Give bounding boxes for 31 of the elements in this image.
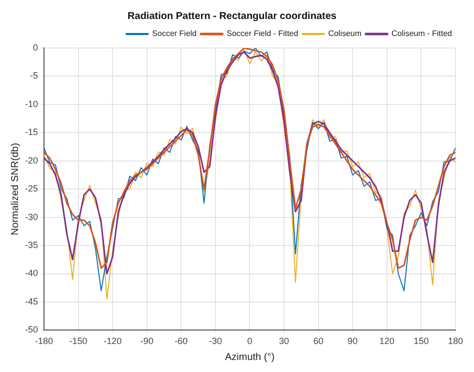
x-tick-label: 90 [348, 336, 358, 346]
x-tick-label: 0 [247, 336, 252, 346]
y-tick-label: -35 [24, 240, 38, 250]
y-tick-label: 0 [32, 42, 38, 52]
legend-label: Soccer Field [152, 29, 197, 38]
x-tick-label: -150 [69, 336, 88, 346]
x-tick-label: 60 [313, 336, 324, 346]
x-tick-label: -30 [208, 336, 222, 346]
x-tick-label: 120 [379, 336, 394, 346]
x-tick-label: -120 [104, 336, 122, 346]
legend-label: Coliseum - Fitted [392, 29, 452, 38]
y-tick-label: -50 [24, 324, 38, 335]
x-axis-title: Azimuth (°) [224, 352, 275, 363]
y-tick-label: -5 [30, 70, 38, 81]
x-tick-label: 30 [279, 336, 290, 346]
x-tick-label: -90 [140, 336, 154, 346]
x-tick-label: 150 [414, 336, 429, 346]
chart-title: Radiation Pattern - Rectangular coordinates [128, 10, 337, 22]
y-tick-label: -40 [24, 268, 38, 278]
x-tick-label: -180 [35, 336, 54, 346]
y-tick-label: -45 [24, 296, 38, 306]
y-tick-label: -25 [24, 184, 38, 194]
y-tick-label: -15 [24, 127, 38, 138]
y-tick-label: -10 [24, 98, 38, 109]
x-tick-label: -60 [174, 336, 188, 346]
legend-label: Soccer Field - Fitted [226, 29, 298, 38]
y-axis-title: Normalized SNR(db) [10, 142, 21, 236]
y-tick-label: -30 [24, 212, 38, 222]
legend-label: Coliseum [328, 29, 362, 38]
y-tick-label: -20 [24, 155, 38, 166]
x-tick-label: 180 [448, 336, 464, 346]
